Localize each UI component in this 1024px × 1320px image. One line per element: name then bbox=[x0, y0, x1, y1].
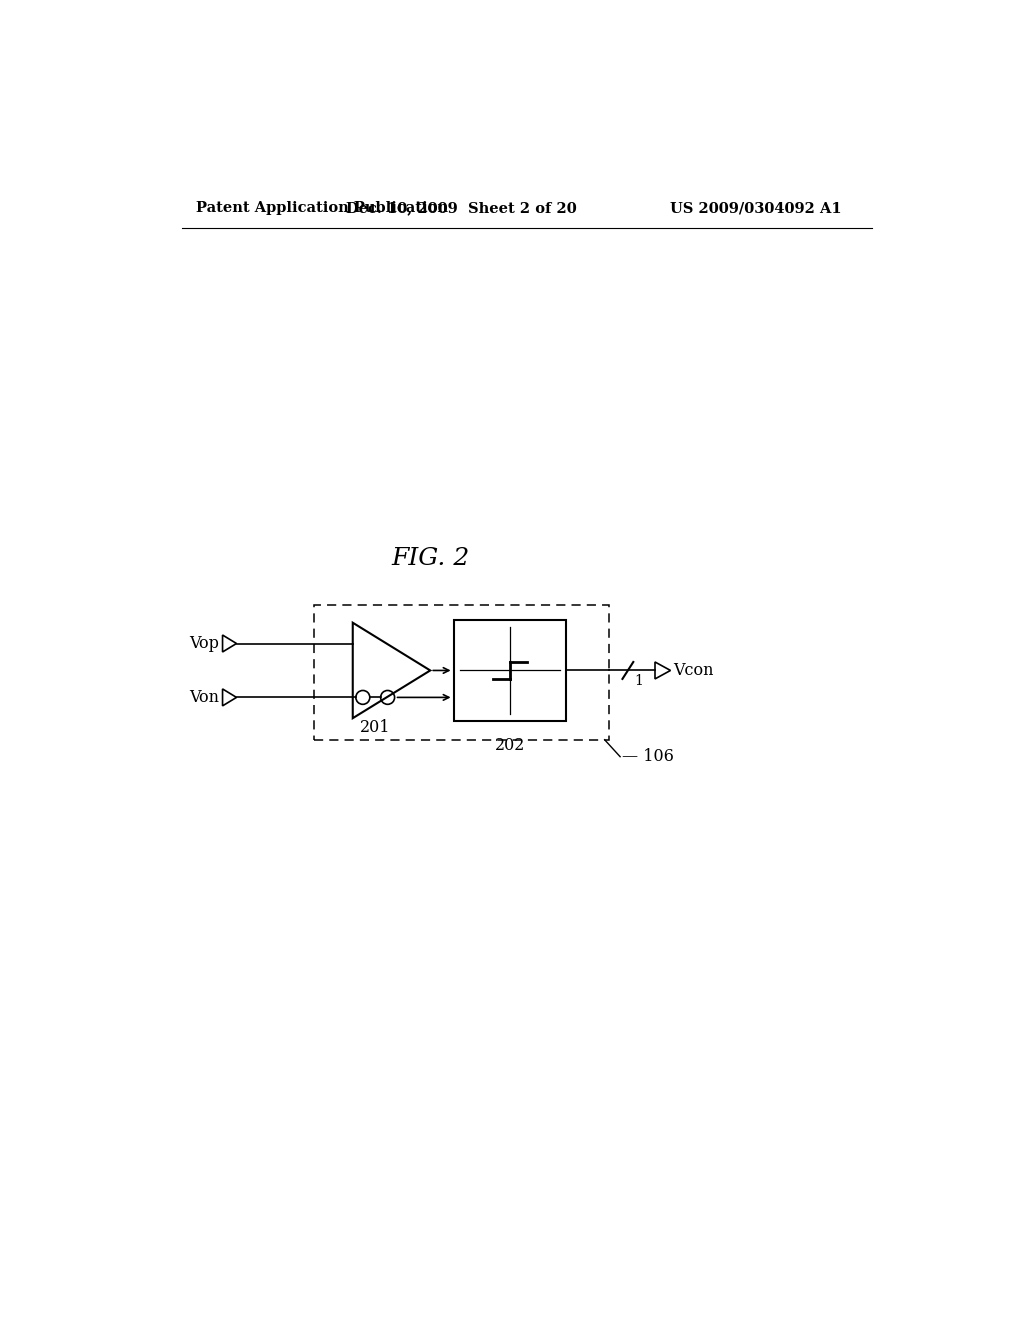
Text: FIG. 2: FIG. 2 bbox=[391, 548, 469, 570]
Text: 1: 1 bbox=[634, 675, 643, 688]
Text: Von: Von bbox=[189, 689, 219, 706]
Text: — 106: — 106 bbox=[622, 748, 674, 766]
Bar bbox=[454, 620, 566, 721]
Text: Dec. 10, 2009  Sheet 2 of 20: Dec. 10, 2009 Sheet 2 of 20 bbox=[346, 202, 577, 215]
Text: Vop: Vop bbox=[189, 635, 219, 652]
Text: Vcon: Vcon bbox=[674, 661, 714, 678]
Text: 202: 202 bbox=[495, 738, 525, 755]
Text: US 2009/0304092 A1: US 2009/0304092 A1 bbox=[671, 202, 842, 215]
Bar bbox=[314, 605, 608, 739]
Text: 201: 201 bbox=[360, 719, 390, 737]
Text: Patent Application Publication: Patent Application Publication bbox=[197, 202, 449, 215]
